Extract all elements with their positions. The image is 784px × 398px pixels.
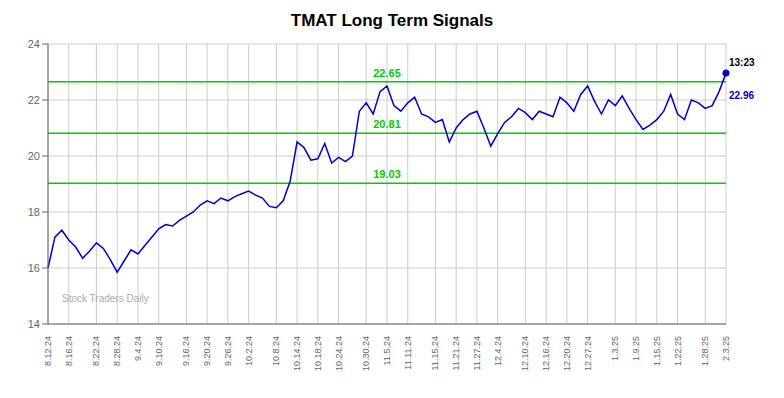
svg-text:19.03: 19.03: [373, 168, 401, 180]
html-text:13:23: 13:23: [729, 56, 755, 68]
svg-text:11.27.24: 11.27.24: [472, 336, 482, 370]
svg-text:22: 22: [28, 94, 40, 106]
svg-text:22.65: 22.65: [373, 67, 401, 79]
svg-text:18: 18: [28, 206, 40, 218]
svg-text:9.4.24: 9.4.24: [133, 336, 143, 361]
svg-text:12.10.24: 12.10.24: [520, 336, 530, 371]
svg-text:8.16.24: 8.16.24: [64, 336, 74, 366]
html-text:TMAT Long Term Signals: TMAT Long Term Signals: [290, 11, 494, 30]
svg-text:1.22.25: 1.22.25: [673, 336, 683, 366]
svg-text:20.81: 20.81: [373, 118, 401, 130]
svg-text:9.26.24: 9.26.24: [223, 336, 233, 366]
svg-text:9.10.24: 9.10.24: [154, 336, 164, 366]
svg-text:1.3.25: 1.3.25: [610, 336, 620, 361]
svg-text:12.20.24: 12.20.24: [562, 336, 572, 371]
svg-text:20: 20: [28, 150, 40, 162]
svg-text:11.15.24: 11.15.24: [430, 336, 440, 370]
svg-text:9.16.24: 9.16.24: [181, 336, 191, 366]
svg-text:10.24.24: 10.24.24: [334, 336, 344, 371]
html-text:Stock Traders Daily: Stock Traders Daily: [62, 293, 149, 305]
svg-text:1.28.25: 1.28.25: [700, 336, 710, 366]
svg-text:16: 16: [28, 262, 40, 274]
svg-text:24: 24: [28, 38, 40, 50]
svg-text:1.9.25: 1.9.25: [631, 336, 641, 361]
svg-text:2.3.25: 2.3.25: [721, 336, 731, 361]
svg-text:9.20.24: 9.20.24: [202, 336, 212, 366]
svg-text:10.8.24: 10.8.24: [271, 336, 281, 366]
svg-text:10.2.24: 10.2.24: [244, 336, 254, 366]
svg-text:12.27.24: 12.27.24: [583, 336, 593, 371]
svg-text:12.4.24: 12.4.24: [493, 336, 503, 366]
svg-text:8.22.24: 8.22.24: [91, 336, 101, 366]
svg-text:11.21.24: 11.21.24: [451, 336, 461, 370]
svg-text:8.12.24: 8.12.24: [43, 336, 53, 366]
svg-text:14: 14: [28, 318, 40, 330]
svg-text:10.30.24: 10.30.24: [361, 336, 371, 371]
svg-text:11.11.24: 11.11.24: [403, 336, 413, 370]
html-text:22.96: 22.96: [729, 90, 754, 102]
svg-text:10.14.24: 10.14.24: [292, 336, 302, 371]
svg-text:1.15.25: 1.15.25: [652, 336, 662, 366]
svg-text:11.5.24: 11.5.24: [382, 336, 392, 365]
svg-text:12.16.24: 12.16.24: [541, 336, 551, 371]
svg-text:10.18.24: 10.18.24: [313, 336, 323, 371]
svg-text:8.28.24: 8.28.24: [112, 336, 122, 366]
